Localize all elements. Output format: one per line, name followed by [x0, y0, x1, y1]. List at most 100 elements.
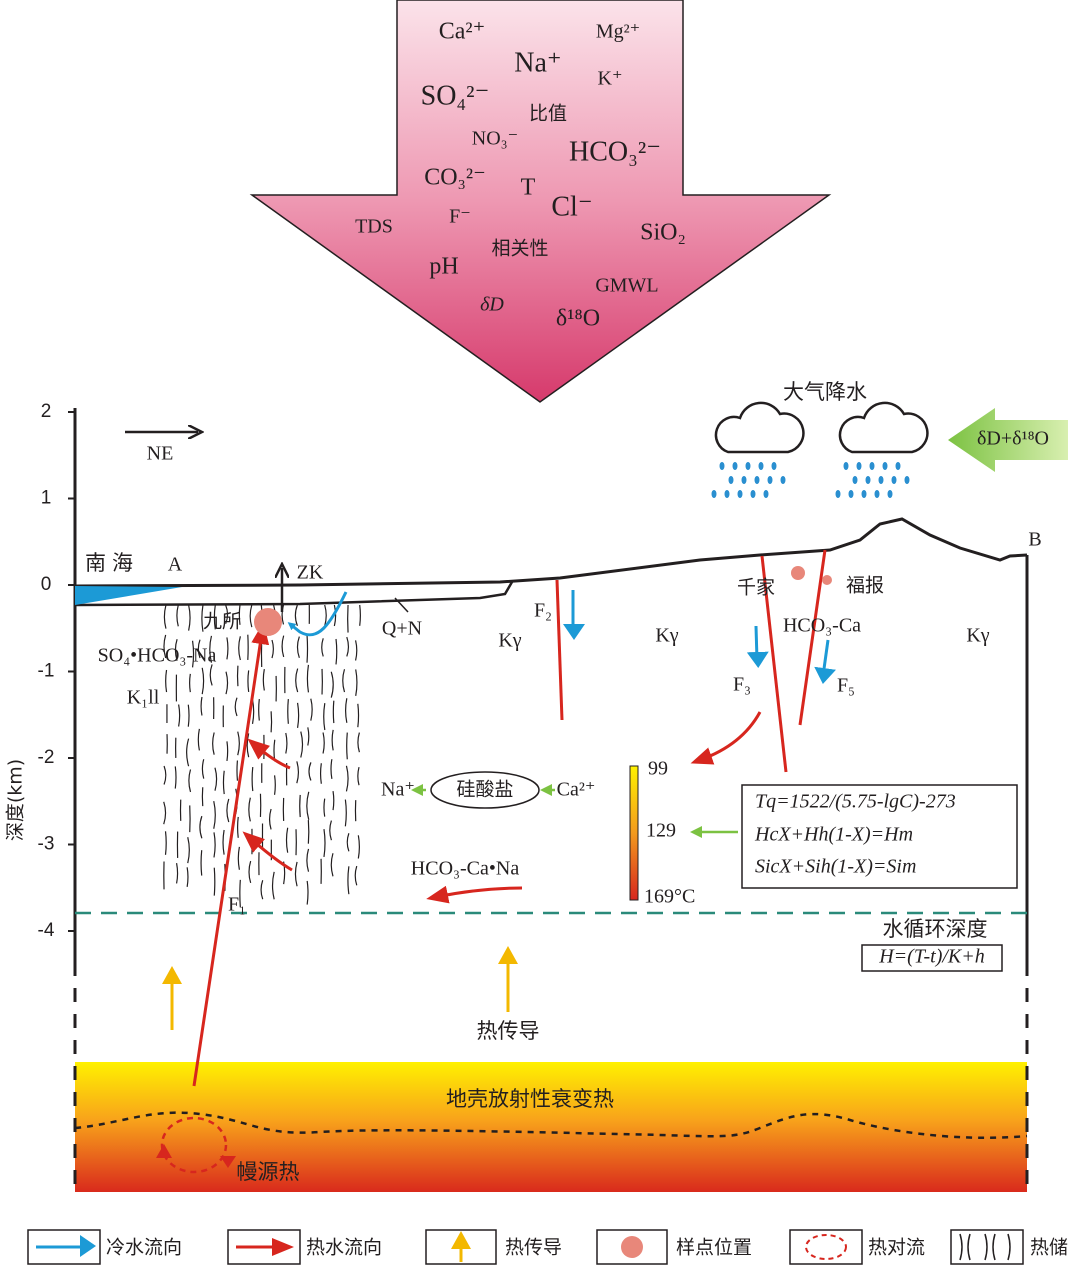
label: Cl⁻: [551, 191, 592, 222]
rain-drop: [882, 462, 888, 470]
label: HCO₃-Ca•Na: [411, 858, 520, 880]
hatch-stroke: [357, 835, 360, 859]
ticks: 2 1 0 -1 -2 -3 -4: [38, 401, 75, 941]
hatch-stroke: [176, 604, 179, 627]
hatch-stroke: [332, 791, 335, 811]
hatch-stroke: [359, 604, 361, 626]
hatch-stroke: [175, 862, 179, 884]
convection-arrows: [156, 1144, 236, 1168]
hatch-stroke: [222, 770, 225, 795]
label: 水循环深度: [883, 917, 988, 941]
hatch-stroke: [333, 604, 337, 627]
label: 九所: [203, 611, 241, 633]
legend-label: 样点位置: [676, 1237, 752, 1259]
rain-drop: [874, 490, 880, 498]
label: Kγ: [966, 625, 989, 647]
hatch-stroke: [201, 667, 205, 695]
mantle-heat-label: 幔源热: [237, 1160, 300, 1184]
legend-label: 热对流: [868, 1237, 925, 1259]
label: GMWL: [595, 275, 658, 297]
label: HCO₃²⁻: [569, 136, 661, 167]
hatch-stroke: [197, 728, 200, 751]
hatch-stroke: [262, 668, 265, 691]
hatch-stroke: [330, 671, 334, 698]
sample-jiusuo: [254, 608, 282, 636]
depth-formula-box: [861, 944, 1003, 972]
hatch-stroke: [209, 635, 213, 663]
rain-drop: [737, 490, 743, 498]
tick-label: -2: [38, 747, 55, 768]
rain-drop: [763, 490, 769, 498]
label: K⁺: [598, 68, 623, 90]
label: CO₃²⁻: [424, 165, 486, 191]
indicator-labels: Ca²⁺ Mg²⁺ Na⁺ K⁺ SO₄²⁻ 比值 NO₃⁻ HCO₃²⁻ CO…: [355, 19, 686, 332]
hatch-stroke: [222, 829, 225, 855]
label: δD+δ¹⁸O: [977, 428, 1049, 450]
label: 相关性: [491, 238, 548, 260]
legend-icon: [959, 1233, 1011, 1261]
hatch-stroke: [237, 846, 240, 870]
hatch-stroke: [201, 604, 204, 632]
hatch-stroke: [258, 698, 260, 721]
hatch-stroke: [306, 880, 309, 905]
cold-arrow: [746, 625, 769, 668]
label: Ca²⁺: [439, 19, 486, 45]
legend-icon: [805, 1234, 847, 1260]
convection-icon: [160, 1116, 228, 1174]
formula: SicX+Sih(1-X)=Sim: [755, 856, 916, 878]
rain-drop: [724, 490, 730, 498]
hatch-stroke: [165, 669, 168, 693]
hatch-stroke: [213, 604, 216, 630]
label: TDS: [355, 216, 393, 238]
section-labels: NE 大气降水 δD+δ¹⁸O A B 南海 ZK 九所 SO₄•HCO₃-Na…: [85, 380, 1049, 1043]
hatch-stroke: [188, 769, 192, 793]
hatch-stroke: [200, 696, 203, 716]
axis-label: 深度(km): [5, 759, 27, 841]
label: F₃: [733, 674, 751, 696]
label: SO₄•HCO₃-Na: [98, 645, 217, 667]
label: SO₄²⁻: [421, 80, 490, 111]
fault-f5: [798, 549, 827, 726]
hatch-stroke: [354, 865, 358, 886]
label: 热传导: [477, 1019, 540, 1043]
tick-label: -4: [38, 920, 55, 941]
label: δD: [480, 294, 504, 316]
rain-drop: [767, 476, 773, 484]
hatch-stroke: [238, 604, 241, 625]
hatch-stroke: [187, 704, 190, 727]
legend-label: 热水流向: [306, 1237, 382, 1259]
hatch-stroke: [226, 741, 229, 762]
hatch-stroke: [344, 799, 347, 827]
hatch-stroke: [213, 832, 216, 858]
hatch-stroke: [322, 732, 325, 754]
rain-drop: [750, 490, 756, 498]
label: 南海: [85, 551, 139, 575]
hatch-stroke: [285, 827, 289, 853]
hatch-stroke: [294, 604, 298, 627]
hatch-stroke: [178, 704, 181, 727]
hatch-stroke: [163, 634, 167, 659]
hatch-stroke: [323, 798, 326, 817]
hatch-stroke: [346, 732, 348, 760]
label: H=(T-t)/K+h: [878, 946, 985, 968]
hatch-stroke: [281, 635, 285, 658]
qn-boundary: [74, 581, 514, 607]
hatch-stroke: [346, 636, 350, 657]
hatch-stroke: [187, 837, 190, 864]
hatch-stroke: [214, 767, 218, 791]
hatch-stroke: [201, 759, 205, 779]
label: F₁: [228, 894, 246, 916]
hatch-stroke: [294, 861, 298, 887]
fault-f1: [192, 622, 270, 1087]
temp-label: 129: [646, 820, 676, 842]
rain: [711, 462, 910, 498]
label: T: [521, 175, 536, 201]
legend-labels: 冷水流向 热水流向 热传导 样点位置 热对流 热储: [106, 1237, 1068, 1259]
hatch-stroke: [310, 698, 313, 721]
hatch-stroke: [226, 798, 230, 823]
hatch-stroke: [342, 669, 346, 693]
heat-band: [75, 1062, 1027, 1192]
hatch-stroke: [200, 850, 203, 876]
hatch-stroke: [329, 820, 332, 841]
